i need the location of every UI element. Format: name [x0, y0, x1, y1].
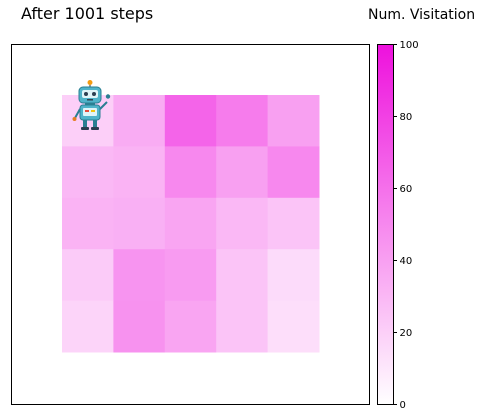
heatmap-cell-r0-c1 [113, 95, 166, 147]
heatmap-cell-r2-c2 [164, 197, 217, 250]
heatmap-cell-r0-c2 [164, 95, 217, 147]
heatmap-cell-r1-c4 [267, 146, 320, 199]
heatmap-cell-r3-c2 [164, 249, 217, 302]
heatmap-cell-r3-c3 [216, 249, 269, 302]
heatmap-cell-r3-c4 [267, 249, 320, 302]
colorbar-tick-label-100: 100 [400, 40, 419, 51]
heatmap-cell-r0-c4 [267, 95, 320, 147]
heatmap-cell-r4-c3 [216, 300, 269, 353]
heatmap-cell-r1-c0 [62, 146, 114, 199]
heatmap-cell-r4-c1 [113, 300, 166, 353]
colorbar [377, 44, 394, 405]
heatmap-cell-r2-c4 [267, 197, 320, 250]
robot-icon [72, 80, 111, 130]
heatmap-cell-r1-c3 [216, 146, 269, 199]
heatmap-cell-r0-c3 [216, 95, 269, 147]
heatmap-cell-r2-c0 [62, 197, 114, 250]
heatmap-cell-r4-c4 [267, 300, 320, 353]
colorbar-tick-label-20: 20 [400, 328, 413, 339]
colorbar-tick-label-0: 0 [400, 400, 406, 411]
colorbar-tick-label-40: 40 [400, 256, 413, 267]
heatmap-cell-r2-c3 [216, 197, 269, 250]
heatmap-grid [62, 95, 320, 353]
heatmap-cell-r4-c0 [62, 300, 114, 353]
heatmap-cell-r4-c2 [164, 300, 217, 353]
heatmap-cell-r2-c1 [113, 197, 166, 250]
heatmap-cell-r3-c0 [62, 249, 114, 302]
colorbar-tick-label-60: 60 [400, 184, 413, 195]
heatmap-cell-r3-c1 [113, 249, 166, 302]
colorbar-title: Num. Visitation [368, 7, 476, 23]
heatmap-cell-r1-c1 [113, 146, 166, 199]
colorbar-ticks: 0 20 40 60 80 100 [393, 40, 419, 411]
chart-title: After 1001 steps [21, 4, 154, 23]
heatmap-cell-r1-c2 [164, 146, 217, 199]
colorbar-tick-label-80: 80 [400, 112, 413, 123]
